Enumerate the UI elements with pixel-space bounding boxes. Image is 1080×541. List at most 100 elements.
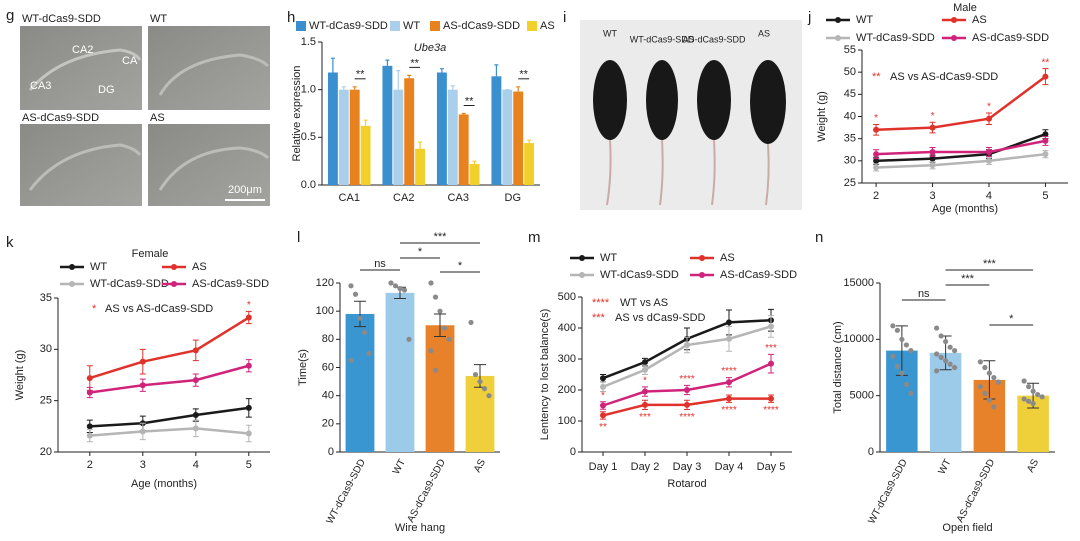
data-point (684, 387, 690, 393)
sig-label: *** (961, 273, 975, 285)
y-tick-label: 1.0 (301, 84, 316, 96)
x-tick-label: AS (472, 457, 488, 474)
point-label: **** (679, 412, 695, 423)
legend-marker (69, 281, 75, 287)
error-bar (527, 139, 532, 144)
y-axis-label: Time(s) (297, 349, 309, 386)
x-tick-label: WT (391, 457, 408, 476)
tile (148, 124, 270, 206)
tile (148, 26, 270, 110)
series-line (876, 75, 1047, 132)
data-point (86, 389, 93, 396)
data-point (934, 368, 940, 374)
x-tick-label: AS-dCas9-SDD (405, 457, 448, 524)
data-point (986, 370, 992, 376)
error-bar (352, 86, 357, 90)
y-tick-label: 10000 (843, 333, 874, 345)
error-bar (439, 68, 444, 73)
legend-marker (171, 281, 177, 287)
series-line (89, 316, 250, 380)
x-tick-label: 2 (873, 190, 879, 202)
point-label: ** (599, 422, 607, 433)
data-point (890, 323, 896, 329)
y-tick-label: 400 (558, 322, 576, 334)
legend-swatch (296, 21, 306, 31)
mice-photo (580, 20, 802, 210)
data-point (977, 359, 983, 365)
legend-label: AS (540, 20, 555, 32)
sig-label: ns (374, 258, 386, 270)
data-point (468, 319, 474, 326)
note-text: AS vs AS-dCas9-SDD (890, 71, 998, 83)
y-tick-label: 50 (844, 66, 856, 78)
data-point (947, 344, 953, 350)
tile-label: WT-dCas9-SDD (22, 13, 101, 25)
note-stars: * (92, 303, 97, 315)
x-tick-label: Day 4 (715, 461, 744, 473)
data-point (684, 342, 690, 349)
error-bar (385, 59, 390, 66)
scale-label: 200μm (228, 184, 262, 196)
tile-label: WT (150, 13, 167, 25)
data-point (366, 350, 372, 357)
data-point (995, 379, 1001, 385)
data-point (982, 390, 988, 397)
data-point (139, 428, 146, 435)
data-point (726, 379, 732, 386)
tile-label: AS-dCas9-SDD (22, 112, 99, 124)
bar (513, 91, 524, 185)
data-point (952, 364, 958, 371)
error-bar (341, 86, 346, 90)
data-point (929, 124, 936, 131)
x-tick-label: Day 2 (631, 461, 660, 473)
y-tick-label: 45 (844, 88, 856, 100)
y-tick-label: 100 (316, 305, 334, 317)
bar (491, 76, 502, 185)
data-point (86, 432, 93, 439)
note-stars: **** (592, 297, 610, 309)
error-bar (450, 85, 455, 90)
legend-label: AS-dCas9-SDD (192, 278, 269, 290)
data-point (348, 357, 354, 364)
error-bar (396, 70, 401, 90)
data-point (903, 342, 909, 348)
sig-label: ** (356, 69, 365, 81)
data-point (768, 360, 774, 367)
data-point (1042, 73, 1049, 80)
data-point (899, 370, 905, 376)
data-point (982, 364, 988, 371)
x-tick-label: 5 (246, 459, 252, 471)
data-point (1021, 378, 1027, 384)
data-point (684, 401, 690, 408)
data-point (642, 388, 648, 395)
y-tick-label: 200 (558, 384, 576, 396)
error-bar (494, 64, 499, 77)
data-point (908, 390, 914, 397)
series-line (876, 133, 1046, 163)
data-point (348, 283, 354, 289)
sig-label: * (1009, 313, 1014, 325)
data-point (929, 155, 936, 162)
data-point (899, 336, 905, 342)
data-point (245, 430, 252, 437)
y-axis-label: Lentency to lost balance(s) (539, 309, 551, 440)
error-bar (418, 141, 423, 149)
point-label: ** (1042, 57, 1050, 68)
data-point (929, 162, 936, 169)
legend-label: WT (856, 14, 873, 26)
tissue (158, 53, 270, 96)
bar (349, 89, 360, 185)
data-point (406, 336, 412, 342)
region-label: DG (98, 84, 115, 96)
sig-label: *** (434, 231, 448, 243)
bar (436, 72, 447, 185)
data-point (985, 115, 992, 122)
data-point (977, 384, 983, 390)
data-point (388, 280, 394, 286)
bar (360, 125, 371, 185)
legend-marker (579, 272, 585, 278)
point-label: * (601, 390, 605, 401)
legend-label: WT (90, 261, 107, 273)
legend-marker (835, 17, 841, 23)
x-tick-label: WT-dCas9-SDD (325, 457, 368, 525)
